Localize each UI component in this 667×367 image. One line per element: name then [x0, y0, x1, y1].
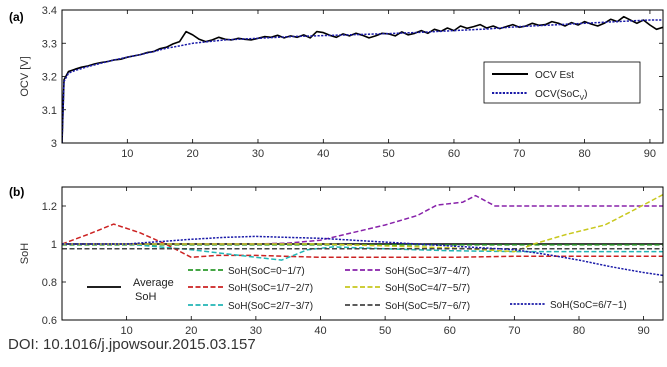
- plot-area: [62, 187, 663, 320]
- legend-a: OCV Est OCV(SoCV): [483, 61, 641, 104]
- legend-label-average-line1: Average: [133, 277, 174, 289]
- plot-frame: [61, 186, 664, 321]
- x-tick-label: 40: [314, 325, 326, 337]
- x-tick-label: 40: [317, 148, 329, 160]
- legend-label-soh-soc-0-1-7: SoH(SoC=0~1/7): [228, 266, 305, 277]
- x-tick-label: 20: [187, 148, 199, 160]
- legend-box: [483, 61, 641, 104]
- x-tick-label: 80: [573, 325, 585, 337]
- legend-label-soh-soc-4-7-5-7: SoH(SoC=4/7~5/7): [385, 283, 470, 294]
- x-tick-label: 60: [448, 148, 460, 160]
- series-line-ocv-soc-v: [62, 19, 663, 143]
- x-tick-label: 20: [185, 325, 197, 337]
- legend-label-ocv-soc-v: OCV(SoCV): [535, 89, 587, 102]
- legend-label-soh-soc-1-7-2-7: SoH(SoC=1/7~2/7): [228, 283, 313, 294]
- panel-label: (a): [9, 10, 24, 24]
- series-line-soh-soc-4-7-5-7: [62, 193, 663, 253]
- panel-label: (b): [9, 185, 24, 199]
- doi-caption: DOI: 10.1016/j.jpowsour.2015.03.157: [8, 336, 256, 353]
- x-tick-label: 50: [383, 148, 395, 160]
- series-group: [62, 15, 663, 143]
- legend-label-ocv-est: OCV Est: [535, 70, 574, 81]
- plot-frame: [61, 9, 664, 144]
- legend-label-average-line2: SoH: [135, 291, 156, 303]
- legend-label-soh-soc-3-7-4-7: SoH(SoC=3/7~4/7): [385, 266, 470, 277]
- x-tick-label: 90: [644, 148, 656, 160]
- x-tick-label: 70: [508, 325, 520, 337]
- x-tick-label: 30: [250, 325, 262, 337]
- y-tick-label: 3.3: [42, 38, 57, 50]
- y-tick-label: 3.1: [42, 105, 57, 117]
- x-tick-label: 70: [513, 148, 525, 160]
- series-group: [62, 193, 663, 277]
- y-tick-label: 1.2: [42, 201, 57, 213]
- legend-b: Average SoH SoH(SoC=0~1/7) SoH(SoC=1/7~2/7)…: [87, 266, 627, 312]
- x-tick-label: 10: [120, 325, 132, 337]
- x-tick-label: 80: [578, 148, 590, 160]
- series-line-soh-soc-2-7-3-7: [62, 243, 663, 261]
- x-tick-label: 50: [379, 325, 391, 337]
- panel-a: 10 20 30 40 50 60 70 80 90 3 3.1 3.2 3.3 3.4 OCV [V] (a…: [9, 5, 664, 160]
- series-line-soh-soc-6-7-1: [62, 235, 663, 277]
- x-tick-label: 30: [252, 148, 264, 160]
- legend-label-soh-soc-2-7-3-7: SoH(SoC=2/7~3/7): [228, 301, 313, 312]
- y-tick-label: 0.8: [42, 277, 57, 289]
- y-axis-label: SoH: [19, 243, 31, 264]
- y-tick-label: 3.2: [42, 72, 57, 84]
- y-tick-label: 3: [51, 138, 57, 150]
- x-tick-label: 60: [444, 325, 456, 337]
- series-line-soh-soc-1-7-2-7: [62, 223, 663, 259]
- legend-label-soh-soc-5-7-6-7: SoH(SoC=5/7~6/7): [385, 301, 470, 312]
- y-tick-label: 3.4: [42, 5, 57, 17]
- x-tick-label: 10: [121, 148, 133, 160]
- legend-label-soh-soc-6-7-1: SoH(SoC=6/7~1): [550, 300, 627, 311]
- y-axis-label: OCV [V]: [19, 56, 31, 96]
- x-tick-label: 90: [637, 325, 649, 337]
- y-tick-label: 1: [51, 239, 57, 251]
- y-tick-label: 0.6: [42, 315, 57, 327]
- figure: 10 20 30 40 50 60 70 80 90 3 3.1 3.2 3.3 3.4 OCV [V] (a…: [9, 5, 664, 337]
- panel-b: 10 20 30 40 50 60 70 80 90 0.6 0.8 1 1.2 SoH (b) Averag…: [9, 185, 664, 337]
